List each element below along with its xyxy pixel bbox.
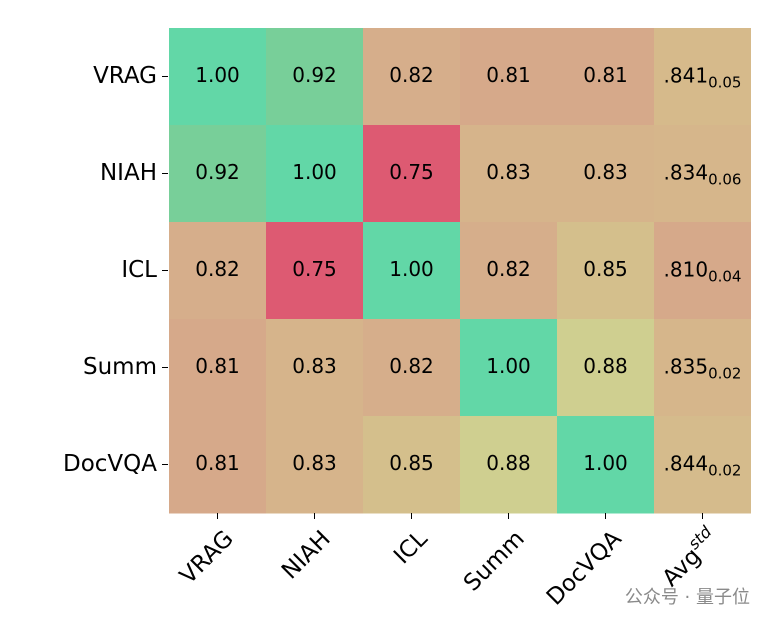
avg-std: 0.02 [708,364,741,382]
row-label: Summ [83,354,157,380]
heatmap-cell [363,416,461,514]
cell-label: 0.82 [486,257,531,281]
heatmap-cell [266,125,364,223]
cell-label: 0.83 [583,160,628,184]
avg-value: .844 [664,451,709,475]
avg-label: .8440.02 [664,451,742,479]
cell-label: 0.81 [486,63,531,87]
avg-value: .835 [664,354,709,378]
heatmap-cell [460,125,558,223]
col-label-text: ICL [389,525,433,569]
avg-value: .810 [664,257,709,281]
col-label: ICL [389,525,433,569]
heatmap-cell [169,222,267,320]
row-label: NIAH [100,160,157,186]
heatmap-cell [169,416,267,514]
avg-label: .8410.05 [664,63,742,91]
col-label-text: VRAG [175,525,239,589]
col-label-text: DocVQA [541,525,626,610]
avg-std: 0.04 [708,267,741,285]
heatmap-cell [266,416,364,514]
row-label: ICL [121,257,157,283]
cell-label: 0.75 [389,160,434,184]
col-label-text: Summ [459,525,530,596]
cell-label: 0.83 [486,160,531,184]
avg-label: .8340.06 [664,160,742,188]
col-label: NIAH [277,525,336,584]
heatmap-cell [266,222,364,320]
heatmap-cell [363,222,461,320]
heatmap-cell [460,416,558,514]
heatmap-cell [557,222,655,320]
heatmap-cell [266,319,364,417]
cell-label: 0.81 [195,451,240,475]
avg-cell [654,319,751,417]
cell-label: 0.88 [486,451,531,475]
avg-value: .841 [664,63,709,87]
cell-label: 0.92 [292,63,337,87]
avg-std: 0.05 [708,73,741,91]
avg-cell [654,28,751,126]
cell-label: 0.81 [195,354,240,378]
avg-label: .8350.02 [664,354,742,382]
cell-label: 1.00 [292,160,337,184]
cell-label: 1.00 [583,451,628,475]
cell-label: 0.85 [583,257,628,281]
cell-label: 1.00 [389,257,434,281]
col-label: VRAG [175,525,239,589]
watermark: 公众号 · 量子位 [625,587,750,608]
cell-label: 0.81 [583,63,628,87]
cell-label: 0.82 [389,63,434,87]
heatmap-cell [169,28,267,126]
avg-cell [654,222,751,320]
avg-std: 0.02 [708,461,741,479]
avg-std: 0.06 [708,170,741,188]
heatmap-cell [460,319,558,417]
cell-label: 1.00 [195,63,240,87]
cell-label: 0.83 [292,354,337,378]
heatmap-cell [169,319,267,417]
col-label: DocVQA [541,525,626,610]
heatmap-cell [557,416,655,514]
avg-cell [654,125,751,223]
avg-value: .834 [664,160,709,184]
cell-label: 0.82 [195,257,240,281]
cell-label: 0.92 [195,160,240,184]
heatmap-cell [266,28,364,126]
heatmap-cell [557,125,655,223]
cell-label: 0.88 [583,354,628,378]
col-label: Avgstd [654,521,724,591]
row-label: DocVQA [63,451,157,477]
cell-label: 0.75 [292,257,337,281]
cell-label: 0.85 [389,451,434,475]
heatmap-cell [363,319,461,417]
heatmap-cell [557,319,655,417]
heatmap-cell [363,125,461,223]
col-label: Summ [459,525,530,596]
cell-label: 0.83 [292,451,337,475]
cell-label: 1.00 [486,354,531,378]
heatmap-cell [557,28,655,126]
heatmap-cell [169,125,267,223]
avg-cell [654,416,751,514]
avg-label: .8100.04 [664,257,742,285]
heatmap-cell [363,28,461,126]
cell-label: 0.82 [389,354,434,378]
row-label: VRAG [93,63,157,89]
col-label-text: NIAH [277,525,336,584]
heatmap-cell [460,222,558,320]
heatmap-cell [460,28,558,126]
